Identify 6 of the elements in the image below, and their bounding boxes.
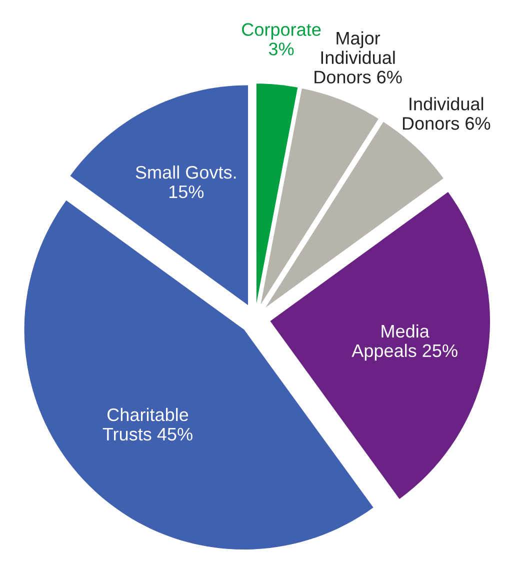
slice-label: Small Govts. <box>136 165 236 179</box>
slice-label: Media Appeals 25% <box>352 324 458 361</box>
slice-label: Charitable Trusts 45% <box>102 408 192 441</box>
data-label: 15% <box>169 185 204 198</box>
data-label: 3% <box>268 42 294 56</box>
slice-label: Individual Donors 6% <box>402 97 490 130</box>
